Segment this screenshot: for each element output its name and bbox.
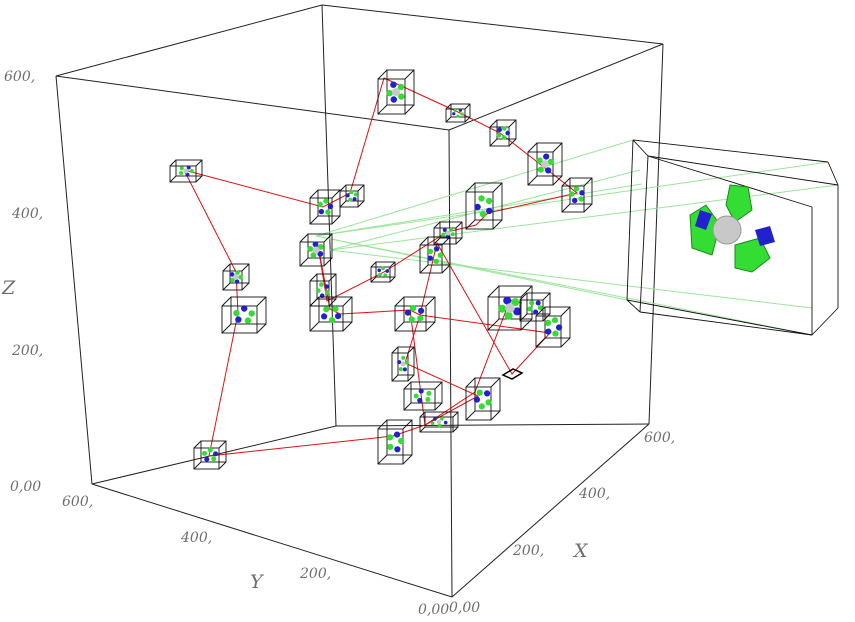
cluster-box xyxy=(561,177,593,213)
zoom-leader-lines xyxy=(315,139,839,336)
cluster-box xyxy=(309,189,341,225)
z-tick-400: 400, xyxy=(11,206,43,222)
x-tick-0: 0,00 xyxy=(449,600,480,616)
x-tick-200: 200, xyxy=(512,543,544,559)
x-axis-title: X xyxy=(572,540,589,562)
y-tick-400: 400, xyxy=(180,530,212,546)
cluster-box xyxy=(370,261,396,283)
y-tick-0: 0,00 xyxy=(418,602,449,618)
x-axis: 600, 400, 200, 0,00 X xyxy=(449,430,675,616)
cluster-box xyxy=(445,103,471,123)
z-tick-200: 200, xyxy=(11,343,43,359)
cluster-box xyxy=(419,236,451,274)
cluster-box xyxy=(169,159,203,183)
cluster-box xyxy=(487,285,533,331)
cluster-box xyxy=(527,142,563,186)
cluster-box xyxy=(377,419,413,465)
cluster-box xyxy=(403,381,443,411)
bounding-cube xyxy=(55,4,664,598)
zoom-inset xyxy=(626,139,839,336)
x-tick-600: 600, xyxy=(644,430,675,446)
cluster-box xyxy=(394,296,436,332)
cluster-box xyxy=(519,292,551,322)
y-tick-200: 200, xyxy=(299,566,331,582)
zoom-molecule xyxy=(689,184,775,273)
z-axis: 600, 400, 200, 0,00 Z xyxy=(1,69,43,495)
cluster-box xyxy=(377,69,415,115)
cluster-box xyxy=(465,182,503,230)
z-tick-600: 600, xyxy=(4,69,35,85)
cluster-box xyxy=(433,221,463,245)
cluster-box xyxy=(535,306,571,348)
selection-marker xyxy=(501,368,524,380)
y-tick-600: 600, xyxy=(62,494,93,510)
cluster-box xyxy=(419,411,459,433)
cluster-box xyxy=(339,184,365,208)
cluster-box xyxy=(489,119,517,147)
cluster-box xyxy=(193,440,227,470)
cluster-boxes xyxy=(169,69,593,470)
cluster-box xyxy=(299,233,333,267)
cluster-box xyxy=(465,377,501,421)
x-tick-400: 400, xyxy=(578,486,610,502)
cluster-box xyxy=(221,296,267,334)
y-axis-title: Y xyxy=(250,571,265,593)
cluster-box xyxy=(222,263,250,291)
z-tick-0: 0,00 xyxy=(10,479,41,495)
z-axis-title: Z xyxy=(1,277,16,299)
y-axis: 600, 400, 200, 0,00 Y xyxy=(62,494,449,618)
cluster-box xyxy=(391,346,415,382)
cluster-box xyxy=(309,296,353,332)
